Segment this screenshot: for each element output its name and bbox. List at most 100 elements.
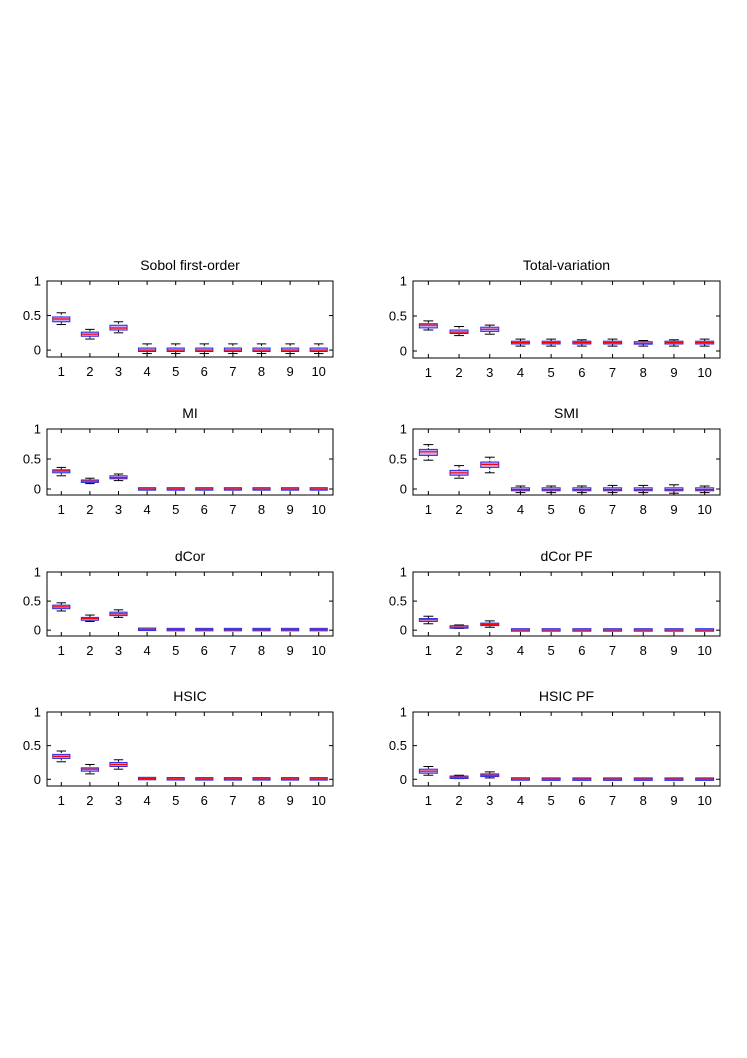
box-1 (52, 312, 71, 326)
box-3 (109, 321, 128, 334)
box-9 (664, 339, 684, 347)
axes-frame (412, 571, 721, 637)
box-7 (223, 777, 242, 781)
x-tick-label: 7 (229, 793, 236, 808)
box-3 (480, 771, 500, 779)
box-6 (195, 343, 214, 355)
box-3 (480, 456, 500, 474)
x-tick-label: 7 (609, 643, 616, 658)
box-4 (138, 487, 157, 491)
y-tick-label: 0.5 (389, 452, 407, 467)
x-tick-label: 8 (640, 365, 647, 380)
box-5 (166, 487, 185, 491)
x-tick-label: 5 (548, 793, 555, 808)
x-tick-label: 6 (201, 364, 208, 379)
y-tick-label: 0 (34, 623, 41, 638)
x-tick-label: 9 (670, 643, 677, 658)
x-tick-label: 9 (670, 793, 677, 808)
x-tick-label: 3 (486, 643, 493, 658)
x-tick-label: 1 (425, 643, 432, 658)
box-1 (52, 750, 71, 763)
box-3 (109, 609, 128, 618)
x-tick-label: 8 (640, 793, 647, 808)
box-5 (166, 343, 185, 355)
x-tick-label: 5 (172, 502, 179, 517)
y-tick-label: 0 (400, 623, 407, 638)
x-tick-label: 9 (286, 364, 293, 379)
box-2 (80, 614, 99, 622)
x-tick-label: 3 (486, 793, 493, 808)
x-tick-label: 8 (258, 502, 265, 517)
x-tick-label: 10 (697, 793, 711, 808)
box-5 (166, 777, 185, 781)
x-tick-label: 10 (697, 365, 711, 380)
x-tick-label: 6 (578, 643, 585, 658)
box-4 (138, 627, 157, 632)
x-tick-label: 10 (311, 364, 325, 379)
chart-title: HSIC (173, 688, 206, 704)
x-tick-label: 7 (609, 793, 616, 808)
chart-title: Total-variation (523, 257, 610, 273)
x-tick-label: 3 (486, 502, 493, 517)
x-tick-label: 10 (311, 502, 325, 517)
box-1 (418, 444, 438, 461)
chart-title: MI (182, 405, 198, 421)
x-tick-label: 10 (311, 643, 325, 658)
x-tick-label: 3 (115, 793, 122, 808)
y-tick-label: 1 (34, 565, 41, 580)
box-9 (664, 777, 684, 781)
box-8 (252, 487, 271, 491)
x-tick-label: 5 (548, 643, 555, 658)
box-8 (252, 343, 271, 355)
x-tick-label: 3 (115, 364, 122, 379)
box-3 (480, 620, 500, 628)
box-8 (252, 777, 271, 781)
y-tick-label: 1 (400, 705, 407, 720)
x-tick-label: 5 (172, 364, 179, 379)
y-tick-label: 1 (400, 422, 407, 437)
box-3 (109, 759, 128, 770)
y-tick-label: 0 (400, 344, 407, 359)
box-10 (309, 343, 328, 355)
x-tick-label: 10 (311, 793, 325, 808)
box-8 (633, 484, 653, 494)
box-9 (281, 343, 300, 355)
y-tick-label: 0 (34, 482, 41, 497)
box-10 (309, 777, 328, 781)
x-tick-label: 10 (697, 502, 711, 517)
box-5 (541, 628, 561, 632)
box-10 (695, 338, 715, 347)
axes-frame (412, 711, 721, 787)
box-5 (541, 777, 561, 781)
box-6 (195, 487, 214, 491)
box-1 (418, 320, 438, 331)
box-10 (309, 487, 328, 491)
box-9 (281, 777, 300, 781)
x-tick-label: 4 (517, 502, 524, 517)
y-tick-label: 0.5 (23, 308, 41, 323)
y-tick-label: 1 (34, 422, 41, 437)
x-tick-label: 3 (115, 502, 122, 517)
chart-panel-6: dCor PF 0 0.5 1 1 2 3 4 5 6 7 8 9 10 (389, 548, 721, 658)
box-7 (603, 628, 623, 632)
box-4 (138, 343, 157, 355)
box-7 (603, 484, 623, 494)
x-tick-label: 9 (286, 643, 293, 658)
box-4 (510, 338, 530, 347)
y-tick-label: 1 (400, 565, 407, 580)
box-4 (510, 628, 530, 632)
axes-frame (46, 428, 334, 496)
x-tick-label: 7 (609, 502, 616, 517)
x-tick-label: 6 (201, 643, 208, 658)
x-tick-label: 7 (229, 502, 236, 517)
box-9 (664, 628, 684, 632)
x-tick-label: 7 (609, 365, 616, 380)
chart-panel-8: HSIC PF 0 0.5 1 1 2 3 4 5 6 7 8 9 10 (389, 688, 721, 808)
box-8 (252, 627, 271, 632)
box-1 (52, 466, 71, 477)
y-tick-label: 0.5 (389, 594, 407, 609)
x-tick-label: 2 (86, 364, 93, 379)
x-tick-label: 4 (143, 502, 150, 517)
box-5 (166, 627, 185, 632)
